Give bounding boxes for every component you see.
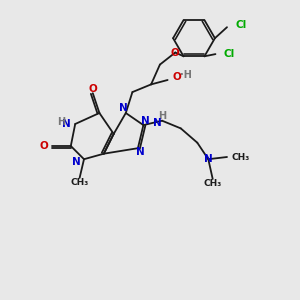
Text: N: N xyxy=(136,147,144,157)
Text: N: N xyxy=(62,119,71,129)
Text: O: O xyxy=(171,47,180,58)
Text: O: O xyxy=(172,72,181,82)
Text: N: N xyxy=(141,116,150,126)
Text: CH₃: CH₃ xyxy=(70,178,89,188)
Text: Cl: Cl xyxy=(224,49,235,59)
Text: Cl: Cl xyxy=(235,20,246,30)
Text: ·H: ·H xyxy=(180,70,191,80)
Text: H: H xyxy=(57,117,65,127)
Text: N: N xyxy=(72,157,81,167)
Text: N: N xyxy=(204,154,213,164)
Text: O: O xyxy=(39,141,48,151)
Text: H: H xyxy=(158,111,166,121)
Text: N: N xyxy=(119,103,128,113)
Text: O: O xyxy=(88,84,97,94)
Text: CH₃: CH₃ xyxy=(204,179,222,188)
Text: CH₃: CH₃ xyxy=(232,152,250,161)
Text: N: N xyxy=(153,118,161,128)
